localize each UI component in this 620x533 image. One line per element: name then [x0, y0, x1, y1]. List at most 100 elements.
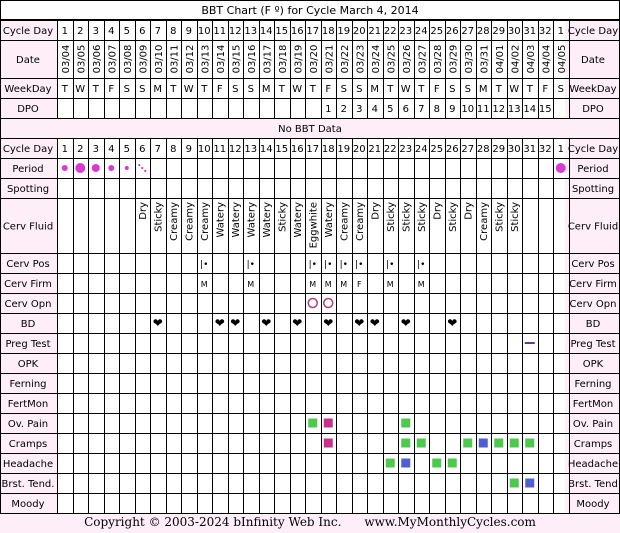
cerv-fluid-value: Sticky — [153, 202, 164, 232]
weekday-label: F — [108, 84, 114, 95]
cycle-day-number: 1 — [62, 144, 68, 155]
cycle-day-number: 4 — [108, 26, 114, 37]
cerv-opn-circle — [323, 297, 334, 309]
cerv-firm-value: M — [247, 280, 254, 289]
row-label-cerv_pos: Cerv Pos — [6, 259, 49, 270]
cycle-day-number: 15 — [275, 144, 288, 155]
period-dot — [555, 163, 566, 173]
cerv-fluid-value: Sticky — [494, 202, 505, 232]
day-cells-dpo — [57, 98, 565, 118]
weekday-label: F — [542, 84, 548, 95]
cycle-day-number: 14 — [260, 144, 273, 155]
cycle-day-number: 1 — [62, 26, 68, 37]
cycle-day-number: 3 — [93, 144, 99, 155]
headache-mark — [401, 458, 411, 468]
date-label: 03/12 — [185, 45, 196, 74]
headache-mark — [432, 458, 442, 468]
weekday-label: T — [61, 84, 69, 95]
weekday-label: S — [248, 84, 254, 95]
weekday-label: M — [153, 84, 162, 95]
period-dot — [124, 166, 129, 170]
row-label-cell-cerv_fluid — [0, 198, 57, 253]
date-label: 03/18 — [278, 45, 289, 74]
preg-test-line — [524, 342, 535, 344]
weekday-label: F — [434, 84, 440, 95]
date-label: 03/25 — [386, 45, 397, 74]
date-label: 03/05 — [76, 45, 87, 74]
cycle-day-number: 21 — [368, 26, 381, 37]
cycle-day-number: 23 — [399, 144, 412, 155]
row-label-brst_tend: Brst. Tend. — [2, 479, 55, 490]
bd-heart: ❤ — [292, 316, 302, 330]
dpo-number: 1 — [325, 104, 331, 115]
weekday-label: T — [169, 84, 177, 95]
bd-heart: ❤ — [447, 316, 457, 330]
cycle-day-number: 31 — [523, 26, 536, 37]
cycle-day-number: 18 — [322, 144, 335, 155]
row-label-cell-right-cerv_firm — [565, 273, 620, 293]
weekday-label: F — [217, 84, 223, 95]
weekday-label: T — [92, 84, 100, 95]
row-label-right-cycle_day2: Cycle Day — [568, 144, 618, 155]
cycle-day-number: 12 — [229, 144, 242, 155]
row-label-ferning: Ferning — [9, 379, 46, 390]
cycle-day-number: 19 — [337, 26, 350, 37]
cerv-firm-value: M — [325, 280, 332, 289]
row-label-cell-right-moody — [565, 493, 620, 513]
row-label-cycle_day: Cycle Day — [3, 26, 53, 37]
cerv-pos-marker: |• — [324, 260, 332, 270]
cerv-pos-marker: |• — [355, 260, 363, 270]
date-label: 03/08 — [123, 45, 134, 74]
cerv-pos-marker: |• — [247, 260, 255, 270]
dpo-number: 4 — [372, 104, 378, 115]
row-label-cell-weekday — [0, 78, 57, 98]
row-label-right-cerv_pos: Cerv Pos — [571, 259, 614, 270]
no-bbt-label: No BBT Data — [278, 124, 342, 135]
weekday-label: S — [449, 84, 455, 95]
date-label: 03/17 — [262, 45, 273, 74]
cycle-day-number: 5 — [124, 144, 130, 155]
cerv-firm-value: M — [340, 280, 347, 289]
row-label-cell-right-period — [565, 158, 620, 178]
row-label-period: Period — [12, 164, 43, 175]
cerv-firm-value: M — [418, 280, 425, 289]
row-label-dpo: DPO — [17, 104, 39, 115]
date-label: 03/14 — [216, 45, 227, 74]
date-label: 03/26 — [402, 45, 413, 74]
row-label-cell-cycle_day — [0, 20, 57, 40]
dpo-number: 5 — [387, 104, 393, 115]
row-label-cramps: Cramps — [9, 439, 48, 450]
cerv-fluid-value: Dry — [463, 202, 474, 220]
site-url[interactable]: www.MyMonthlyCycles.com — [364, 515, 536, 529]
period-spot — [138, 163, 141, 167]
bbt-chart-grid: BBT Chart (F º) for Cycle March 4, 2014 C… — [0, 0, 620, 515]
day-cells-moody — [57, 493, 565, 513]
row-label-right-dpo: DPO — [582, 104, 604, 115]
cycle-day-number: 3 — [93, 26, 99, 37]
cycle-day-number: 28 — [477, 26, 490, 37]
cerv-fluid-value: Dry — [370, 202, 381, 220]
weekday-label: W — [292, 84, 302, 95]
day-cells-brst_tend — [57, 473, 565, 493]
dpo-number: 8 — [434, 104, 440, 115]
row-label-cell-dpo — [0, 98, 57, 118]
cycle-day-number: 2 — [77, 144, 83, 155]
row-label-cell-right-cerv_opn — [565, 293, 620, 313]
chart-title: BBT Chart (F º) for Cycle March 4, 2014 — [201, 4, 418, 17]
row-label-right-headache: Headache — [568, 459, 618, 470]
cerv-fluid-value: Creamy — [169, 202, 180, 241]
cerv-firm-value: M — [387, 280, 394, 289]
cramps-mark — [401, 438, 411, 448]
dpo-number: 2 — [341, 104, 347, 115]
ov-pain-mark — [323, 418, 333, 428]
day-cells-ferning — [57, 373, 565, 393]
row-label-right-brst_tend: Brst. Tend — [568, 479, 618, 490]
weekday-label: S — [124, 84, 130, 95]
cerv-fluid-value: Dry — [432, 202, 443, 220]
cycle-day-number: 2 — [77, 26, 83, 37]
cramps-mark — [463, 438, 473, 448]
day-cells-headache — [57, 453, 565, 473]
dpo-number: 15 — [539, 104, 552, 115]
row-label-cell-right-bd — [565, 313, 620, 333]
dpo-number: 14 — [523, 104, 536, 115]
